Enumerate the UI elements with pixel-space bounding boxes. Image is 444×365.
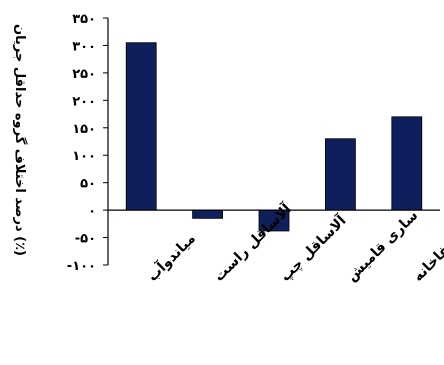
bar	[391, 116, 423, 211]
y-tick-label: ۵۰	[80, 177, 96, 192]
bar	[192, 209, 224, 219]
y-tick-label: ۰	[88, 204, 96, 219]
y-tick-label: ۳۰۰	[72, 39, 96, 54]
bar	[324, 138, 356, 211]
x-category-label: میاندوآب	[143, 229, 199, 285]
y-tick-label: ۳۵۰	[72, 12, 96, 27]
y-tick-label: ۱۵۰	[72, 122, 96, 137]
y-tick-label: -۱۰۰	[67, 259, 96, 274]
y-axis-ticks: ۳۵۰ ۳۰۰ ۲۵۰ ۲۰۰ ۱۵۰ ۱۰۰ ۵۰ ۰ -۵۰ -۱۰۰	[67, 12, 108, 274]
x-category-label: صفاخانه	[410, 233, 444, 285]
y-axis-title: درصد اختلاف گروه حداقل جریان (٪)	[12, 24, 28, 256]
y-tick-label: ۲۵۰	[72, 67, 96, 82]
y-tick-label: -۵۰	[75, 232, 96, 247]
bar	[125, 42, 157, 211]
bars-group	[125, 42, 423, 232]
y-tick-label: ۲۰۰	[72, 94, 96, 109]
y-tick-label: ۱۰۰	[72, 149, 96, 164]
